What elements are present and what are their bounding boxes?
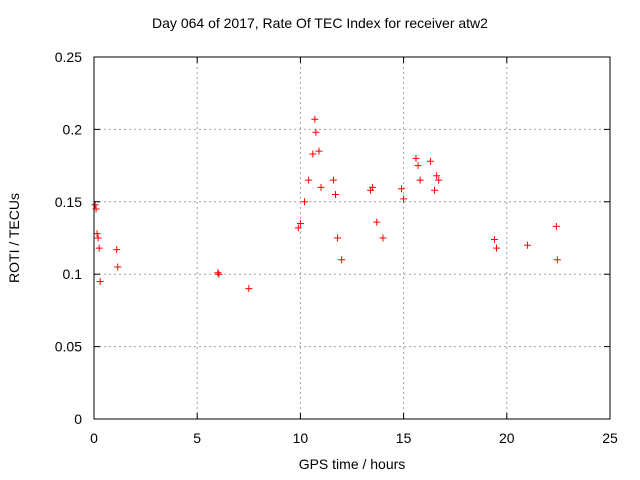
y-tick-label: 0.1 [63,266,83,282]
data-point [523,241,531,249]
data-point [214,269,222,277]
data-point [95,244,103,252]
data-point [492,244,500,252]
chart-title: Day 064 of 2017, Rate Of TEC Index for r… [152,15,488,31]
data-point [412,154,420,162]
data-point [215,270,223,278]
data-point [296,220,304,228]
data-point [373,218,381,226]
data-point [433,172,441,180]
data-point [301,198,309,206]
data-point [334,234,342,242]
data-point [311,115,319,123]
plot-frame [93,56,611,420]
x-tick-label: 5 [193,430,201,446]
data-point [435,176,443,184]
data-point [317,183,325,191]
y-tick-label: 0.05 [55,339,82,355]
data-point [93,230,101,238]
data-point [553,256,561,264]
data-point [91,201,99,209]
data-point [426,157,434,165]
data-point [331,191,339,199]
data-point [416,176,424,184]
x-tick-label: 0 [90,430,98,446]
data-point [329,176,337,184]
data-point [309,150,317,158]
data-point [94,234,102,242]
x-axis-label: GPS time / hours [298,456,406,472]
x-axis-ticks: 0 5 10 15 20 25 [90,57,618,446]
data-point [431,186,439,194]
data-point [400,195,408,203]
y-tick-label: 0.2 [63,121,83,137]
data-point [245,285,253,293]
data-point [294,224,302,232]
plot-background [94,57,610,419]
x-tick-label: 10 [293,430,309,446]
data-point [96,277,104,285]
grid-lines [94,57,610,419]
data-point [305,176,313,184]
data-point [113,246,121,254]
y-tick-label: 0.15 [55,194,82,210]
y-tick-label: 0.25 [55,49,82,65]
data-points [91,115,561,293]
data-point [315,147,323,155]
data-point [490,235,498,243]
data-point [114,263,122,271]
data-point [379,234,387,242]
x-tick-label: 20 [499,430,515,446]
data-point [338,256,346,264]
data-point [414,162,422,170]
x-tick-label: 15 [396,430,412,446]
y-axis-ticks: 0 0.05 0.1 0.15 0.2 0.25 [55,49,610,427]
y-tick-label: 0 [74,411,82,427]
data-point [398,185,406,193]
data-point [312,128,320,136]
y-axis-label: ROTI / TECUs [6,193,22,283]
x-tick-label: 25 [602,430,618,446]
data-point [552,222,560,230]
data-point [369,183,377,191]
